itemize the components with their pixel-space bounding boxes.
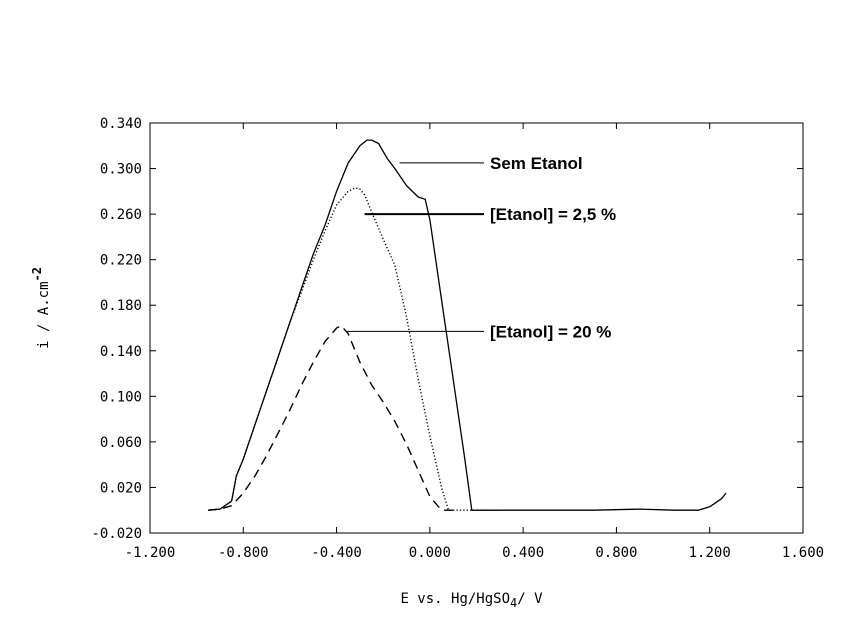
annotation-label: [Etanol] = 20 %	[490, 322, 611, 341]
x-axis-title-subscript: 4	[510, 596, 517, 610]
x-tick-label: -1.200	[125, 545, 176, 561]
y-tick-label: 0.140	[100, 344, 142, 360]
y-tick-label: 0.340	[100, 116, 142, 132]
x-tick-label: -0.400	[311, 545, 362, 561]
y-tick-label: 0.020	[100, 480, 142, 496]
y-axis-title-main: i / A.cm	[36, 282, 52, 349]
y-tick-label: 0.100	[100, 389, 142, 405]
y-tick-label: 0.300	[100, 162, 142, 178]
x-tick-label: -0.800	[218, 545, 269, 561]
x-tick-label: 1.600	[782, 545, 824, 561]
y-axis-title-superscript: -2	[30, 267, 44, 281]
y-axis-title: i / A.cm-2	[30, 267, 52, 349]
x-axis-title: E vs. Hg/HgSO4/ V	[400, 591, 543, 610]
x-tick-label: 0.400	[502, 545, 544, 561]
x-axis-title-main: E vs. Hg/HgSO	[400, 591, 510, 607]
series-line-1	[208, 139, 727, 511]
series-layer	[208, 139, 727, 511]
x-axis-title-suffix: / V	[517, 591, 543, 607]
series-line-2	[208, 187, 500, 511]
y-tick-label: 0.180	[100, 298, 142, 314]
annotation-layer: Sem Etanol [Etanol] = 2,5 % [Etanol] = 20 …	[345, 154, 616, 341]
x-tick-label: 0.000	[409, 545, 451, 561]
x-axis: -1.200 -0.800 -0.400 0.000 0.400 0.800 1.200 1.…	[125, 123, 824, 561]
series-line-3	[208, 325, 454, 511]
x-tick-label: 0.800	[595, 545, 637, 561]
x-tick-label: 1.200	[689, 545, 731, 561]
annotation-label: Sem Etanol	[490, 154, 583, 173]
y-tick-label: 0.220	[100, 253, 142, 269]
y-tick-label: 0.060	[100, 435, 142, 451]
plot-frame	[149, 122, 804, 534]
annotation-label: [Etanol] = 2,5 %	[490, 205, 616, 224]
y-tick-label: 0.260	[100, 207, 142, 223]
y-tick-label: -0.020	[91, 526, 142, 542]
y-axis: 0.340 0.300 0.260 0.220 0.180 0.140 0.100 0.060…	[91, 116, 803, 542]
